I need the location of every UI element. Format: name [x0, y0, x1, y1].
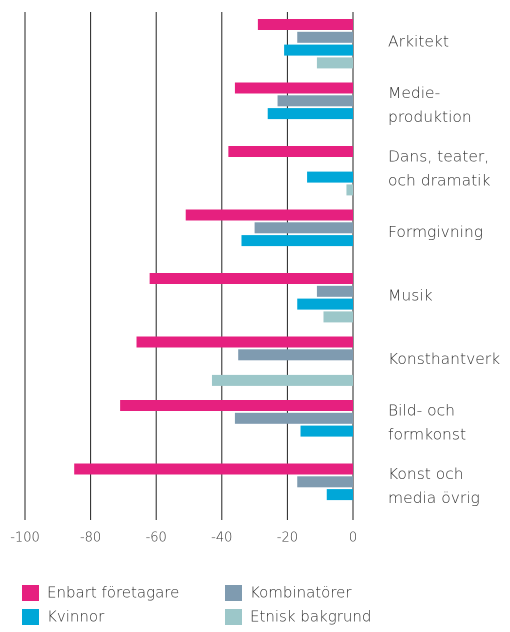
category-label: Dans, teater, — [388, 147, 489, 165]
bar — [211, 374, 353, 386]
legend-label: Enbart företagare — [47, 584, 179, 602]
category-label: Medie- — [388, 84, 440, 102]
bar — [316, 57, 353, 69]
bar — [136, 336, 353, 348]
bar — [120, 400, 354, 411]
bar — [277, 95, 353, 107]
category-label: Konsthantverk — [388, 350, 500, 368]
bar — [284, 44, 353, 56]
bar — [267, 108, 353, 120]
legend-label: Kvinnor — [47, 608, 105, 626]
x-tick-label: 0 — [349, 531, 357, 546]
legend-swatch — [225, 609, 242, 625]
bar — [307, 171, 353, 183]
bar — [234, 82, 353, 94]
bar — [316, 285, 353, 297]
legend-swatch — [22, 585, 39, 601]
bar — [297, 31, 353, 43]
category-label: Musik — [388, 286, 433, 304]
bar — [326, 489, 353, 501]
bar — [228, 146, 353, 157]
bar — [323, 311, 353, 323]
category-label: Formgivning — [388, 223, 483, 241]
x-tick-label: -60 — [146, 531, 167, 546]
bar — [185, 209, 353, 221]
legend-label: Etnisk bakgrund — [250, 608, 371, 626]
bar — [254, 222, 353, 234]
bar — [300, 425, 353, 437]
x-tick-label: -80 — [80, 531, 101, 546]
category-label: Arkitekt — [388, 32, 449, 50]
bar — [234, 412, 353, 424]
x-tick-label: -100 — [10, 531, 40, 546]
x-tick-label: -40 — [211, 531, 232, 546]
x-tick-label: -20 — [277, 531, 298, 546]
category-label: Bild- och — [388, 401, 455, 419]
legend-label: Kombinatörer — [250, 584, 352, 602]
legend-swatch — [225, 585, 242, 601]
category-label: produktion — [388, 108, 472, 126]
bar — [257, 19, 353, 30]
legend-swatch — [22, 609, 39, 625]
bar — [346, 184, 353, 196]
bar — [238, 349, 353, 361]
bar — [241, 235, 353, 247]
category-label: media övrig — [388, 489, 480, 507]
bar — [297, 476, 353, 488]
category-label: och dramatik — [388, 171, 490, 189]
bar — [149, 273, 353, 284]
category-label: formkonst — [388, 425, 466, 443]
bar — [74, 463, 353, 475]
bar — [297, 298, 353, 310]
category-label: Konst och — [388, 465, 464, 483]
